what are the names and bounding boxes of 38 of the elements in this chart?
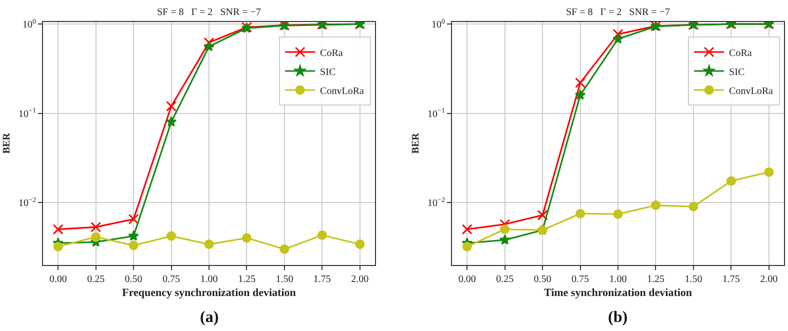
y-tick-label: 10$^{−2}$ — [428, 196, 446, 209]
x-tick-label: 0.75 — [162, 274, 180, 285]
y-tick-label: 10$^{−2}$ — [18, 196, 36, 209]
x-tick-label: 1.50 — [276, 274, 294, 285]
x-tick-label: 0.00 — [49, 274, 67, 285]
x-axis-title: Time synchronization deviation — [544, 287, 692, 300]
y-axis-title: BER — [2, 132, 13, 154]
y-axis-title: BER — [410, 132, 422, 154]
x-tick-label: 1.25 — [646, 274, 664, 285]
legend-label: SIC — [320, 66, 336, 78]
x-tick-label: 1.50 — [684, 274, 702, 285]
x-tick-label: 2.00 — [760, 274, 778, 285]
text: (b) — [608, 309, 628, 326]
legend-label: CoRa — [729, 48, 752, 59]
x-axis-title: Frequency synchronization deviation — [122, 287, 296, 300]
chart-title: SF = 8 Γ = 2 SNR = −7 — [157, 7, 261, 18]
legend-label: CoRa — [320, 48, 344, 59]
x-tick-label: 1.00 — [200, 274, 218, 285]
y-tick-label: 10$^{0}$ — [432, 17, 446, 31]
x-tick-label: 1.00 — [609, 274, 627, 285]
legend-label: ConvLoRa — [729, 86, 774, 97]
x-tick-label: 0.50 — [534, 274, 552, 285]
y-tick-label: 10$^{−1}$ — [18, 106, 36, 120]
x-tick-label: 0.50 — [124, 274, 142, 285]
x-tick-label: 2.00 — [351, 274, 369, 285]
x-tick-label: 0.75 — [572, 274, 590, 285]
x-tick-label: 1.75 — [722, 274, 740, 285]
x-tick-label: 0.25 — [496, 274, 514, 285]
y-tick-label: 10$^{−1}$ — [428, 106, 446, 120]
legend-label: ConvLoRa — [320, 86, 365, 97]
x-tick-label: 0.25 — [87, 274, 105, 285]
legend-label: SIC — [729, 66, 745, 78]
y-tick-label: 10$^{0}$ — [22, 17, 36, 31]
x-tick-label: 0.00 — [458, 274, 476, 285]
x-tick-label: 1.25 — [238, 274, 256, 285]
chart-title: SF = 8 Γ = 2 SNR = −7 — [566, 7, 670, 18]
text: (a) — [200, 309, 219, 326]
x-tick-label: 1.75 — [313, 274, 331, 285]
